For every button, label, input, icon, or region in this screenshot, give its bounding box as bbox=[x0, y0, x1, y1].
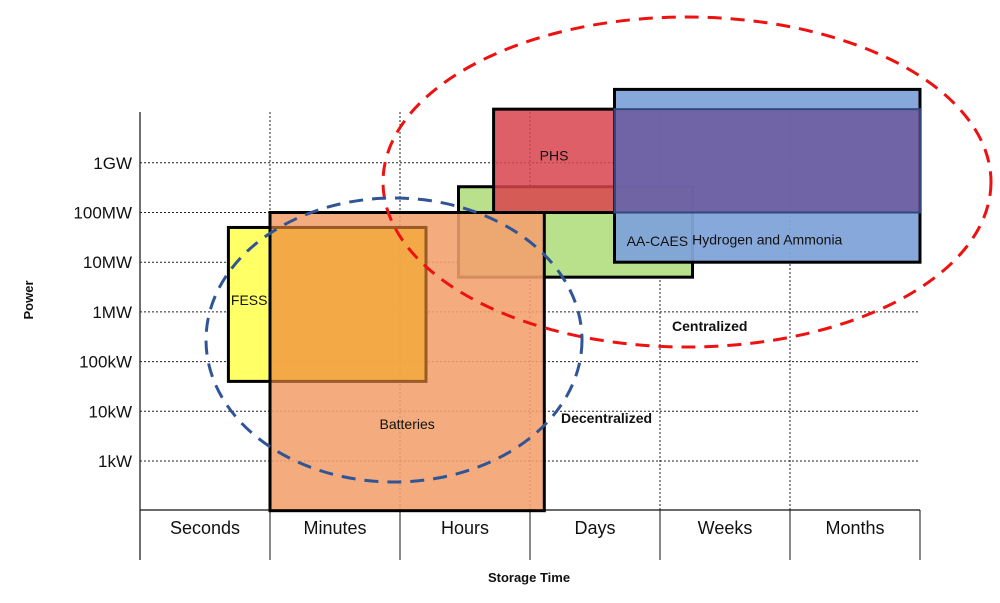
decentralized-label: Decentralized bbox=[561, 410, 652, 426]
y-tick-label: 1GW bbox=[93, 154, 132, 173]
y-tick-label: 10MW bbox=[83, 253, 132, 272]
y-tick-label: 1kW bbox=[98, 452, 132, 471]
batteries-label: Batteries bbox=[380, 416, 435, 432]
x-category-label: Minutes bbox=[303, 518, 366, 538]
y-tick-label: 100kW bbox=[79, 353, 132, 372]
fess-box bbox=[226, 225, 272, 383]
phs-label: PHS bbox=[540, 148, 569, 164]
x-category-label: Weeks bbox=[698, 518, 753, 538]
inner-orange-box bbox=[268, 225, 428, 383]
x-category-label: Months bbox=[825, 518, 884, 538]
y-tick-labels: 1kW 10kW 100kW 1MW 10MW 100MW 1GW bbox=[73, 154, 132, 471]
aa-caes-label: AA-CAES bbox=[627, 233, 688, 249]
x-category-labels: Seconds Minutes Hours Days Weeks Months bbox=[170, 518, 885, 538]
y-tick-label: 100MW bbox=[73, 204, 132, 223]
x-category-label: Seconds bbox=[170, 518, 240, 538]
decentralized-region bbox=[204, 196, 584, 484]
centralized-label: Centralized bbox=[672, 318, 747, 334]
x-category-label: Days bbox=[574, 518, 615, 538]
y-tick-label: 1MW bbox=[92, 303, 132, 322]
y-axis-label: Power bbox=[21, 280, 36, 319]
x-category-label: Hours bbox=[441, 518, 489, 538]
technology-labels: AA-CAES PHS Hydrogen and Ammonia Batteries F… bbox=[231, 148, 843, 433]
fess-label: FESS bbox=[231, 292, 268, 308]
hydrogen-and-ammonia-label: Hydrogen and Ammonia bbox=[692, 232, 842, 248]
y-tick-label: 10kW bbox=[89, 402, 132, 421]
band-box bbox=[613, 108, 921, 214]
technology-boxes bbox=[226, 87, 922, 513]
x-axis-label: Storage Time bbox=[488, 570, 570, 585]
centralized-region bbox=[381, 15, 993, 349]
